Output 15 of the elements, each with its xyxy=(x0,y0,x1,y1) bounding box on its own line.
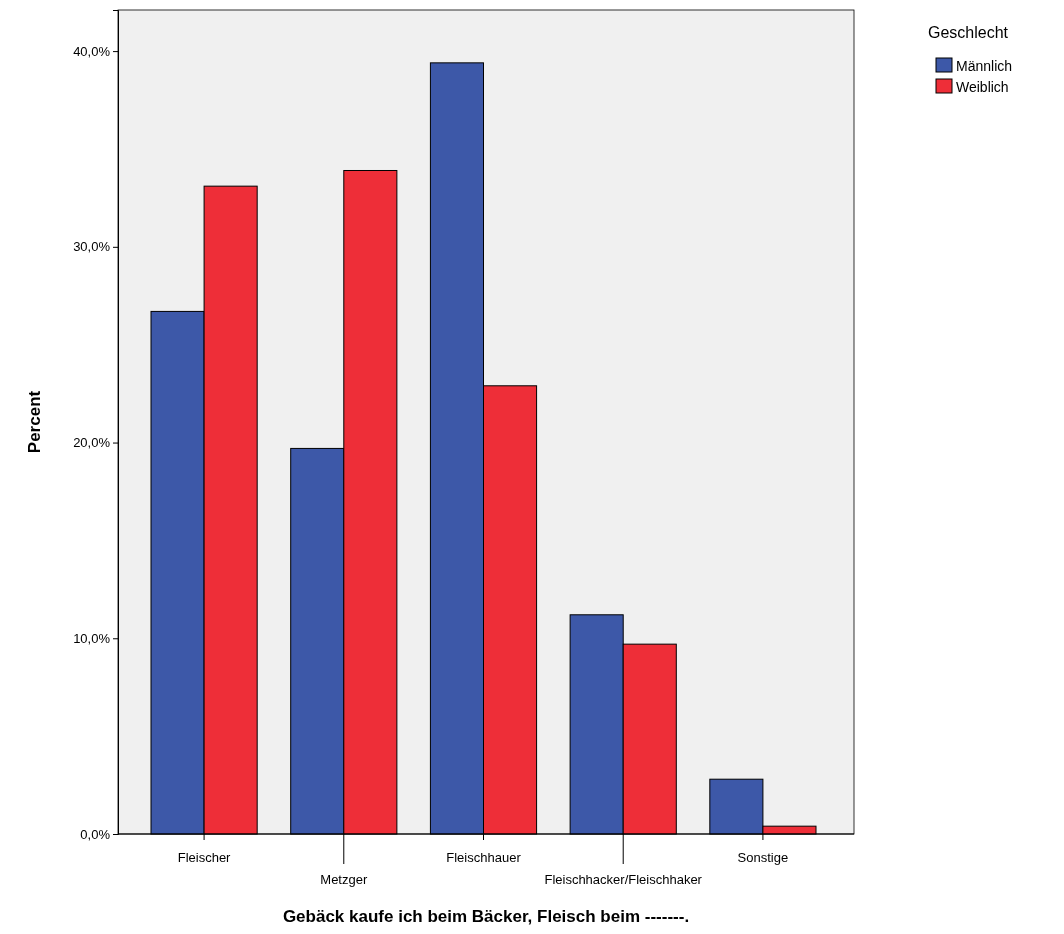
y-tick-label: 20,0% xyxy=(73,435,111,451)
x-tick-label: Sonstige xyxy=(737,850,789,865)
y-tick-label: 10,0% xyxy=(73,630,111,646)
y-tick-label: 0,0% xyxy=(80,826,111,842)
legend-label: Männlich xyxy=(956,58,1013,74)
x-tick-label: Fleischhacker/Fleischhaker xyxy=(544,872,703,887)
x-tick-label: Fleischhauer xyxy=(446,850,522,865)
y-tick-label: 30,0% xyxy=(73,239,111,255)
x-tick-label: Metzger xyxy=(320,872,368,887)
legend-label: Weiblich xyxy=(956,79,1009,95)
legend-title: Geschlecht xyxy=(928,24,1009,41)
y-axis-title: Percent xyxy=(25,390,44,454)
x-tick-label: Fleischer xyxy=(177,850,232,865)
x-axis-title: Gebäck kaufe ich beim Bäcker, Fleisch beim -------. xyxy=(282,907,690,926)
y-tick-label: 40,0% xyxy=(73,43,111,59)
